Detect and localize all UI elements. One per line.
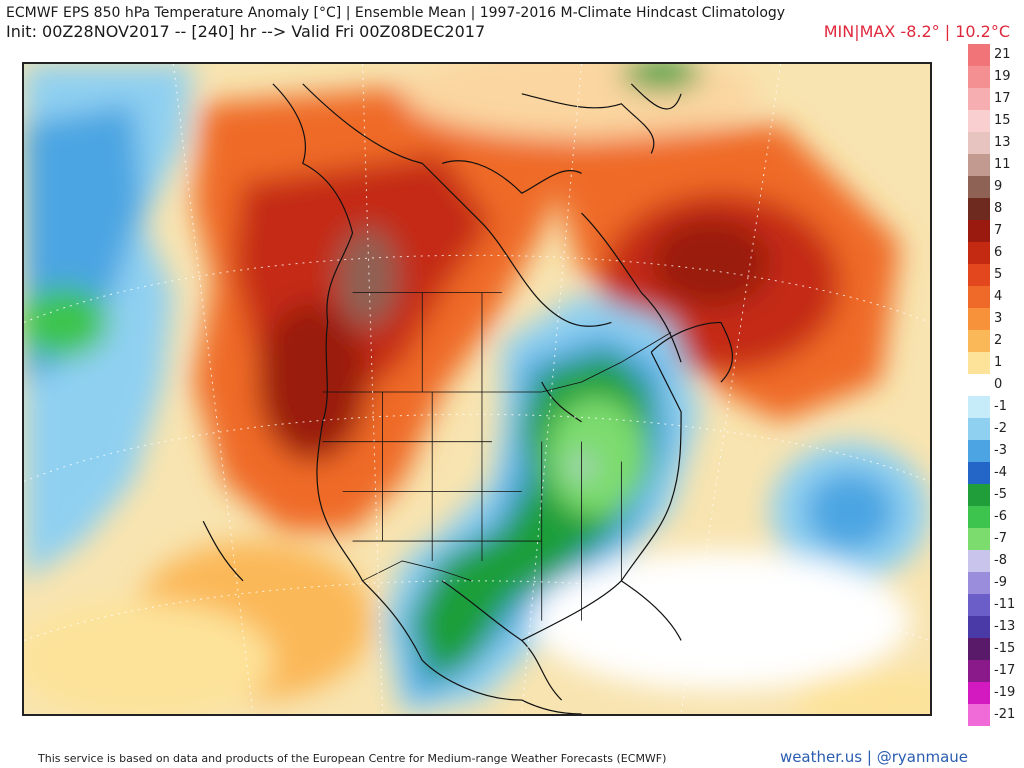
legend-swatch bbox=[968, 264, 990, 286]
coastlines bbox=[202, 83, 733, 714]
legend-label: -4 bbox=[994, 465, 1007, 480]
legend-swatch bbox=[968, 550, 990, 572]
ecmwf-credit: This service is based on data and produc… bbox=[38, 752, 667, 765]
legend-label: 15 bbox=[994, 113, 1011, 128]
legend-label: -21 bbox=[994, 707, 1016, 722]
legend-swatch bbox=[968, 396, 990, 418]
legend-label: 19 bbox=[994, 69, 1011, 84]
legend-swatch bbox=[968, 330, 990, 352]
legend-label: 17 bbox=[994, 91, 1011, 106]
legend-swatch bbox=[968, 198, 990, 220]
political-borders bbox=[322, 292, 672, 621]
legend-swatch bbox=[968, 88, 990, 110]
legend-label: 3 bbox=[994, 311, 1003, 326]
legend-swatch bbox=[968, 484, 990, 506]
init-valid-line: Init: 00Z28NOV2017 -- [240] hr --> Valid… bbox=[6, 22, 486, 41]
legend-label: -9 bbox=[994, 575, 1007, 590]
legend-swatch bbox=[968, 308, 990, 330]
legend-label: -8 bbox=[994, 553, 1007, 568]
anomaly-field bbox=[24, 64, 930, 714]
brand-link[interactable]: weather.us | @ryanmaue bbox=[779, 748, 968, 766]
legend-label: 6 bbox=[994, 245, 1003, 260]
legend-label: 11 bbox=[994, 157, 1011, 172]
legend-label: 13 bbox=[994, 135, 1011, 150]
legend-swatch bbox=[968, 638, 990, 660]
lat-lon-grid bbox=[24, 64, 930, 714]
min-max-readout: MIN|MAX -8.2° | 10.2°C bbox=[823, 22, 1010, 41]
legend-swatch bbox=[968, 110, 990, 132]
legend-label: -17 bbox=[994, 663, 1016, 678]
legend-label: -7 bbox=[994, 531, 1007, 546]
legend-label: -19 bbox=[994, 685, 1016, 700]
color-scale-labels: 21 19 17 15 13 11 9 8 7 6 5 4 3 2 1 0 -1 -2 -3 -4 -5 -6 -7 -8 -9… bbox=[994, 44, 1022, 724]
legend-swatch bbox=[968, 528, 990, 550]
map-title: ECMWF EPS 850 hPa Temperature Anomaly [°… bbox=[6, 5, 786, 21]
legend-label: -1 bbox=[994, 399, 1007, 414]
legend-swatch bbox=[968, 660, 990, 682]
legend-label: -11 bbox=[994, 597, 1016, 612]
legend-swatch bbox=[968, 220, 990, 242]
legend-label: 7 bbox=[994, 223, 1003, 238]
legend-label: -13 bbox=[994, 619, 1016, 634]
legend-swatch bbox=[968, 682, 990, 704]
temperature-anomaly-map bbox=[22, 62, 932, 716]
legend-swatch bbox=[968, 352, 990, 374]
color-scale-legend bbox=[968, 44, 990, 726]
legend-label: 9 bbox=[994, 179, 1003, 194]
legend-swatch bbox=[968, 66, 990, 88]
legend-swatch bbox=[968, 616, 990, 638]
legend-label: -5 bbox=[994, 487, 1007, 502]
legend-swatch bbox=[968, 704, 990, 726]
legend-label: 4 bbox=[994, 289, 1003, 304]
legend-label: 1 bbox=[994, 355, 1003, 370]
legend-swatch bbox=[968, 286, 990, 308]
legend-swatch bbox=[968, 462, 990, 484]
legend-label: -6 bbox=[994, 509, 1007, 524]
legend-swatch bbox=[968, 374, 990, 396]
legend-swatch bbox=[968, 242, 990, 264]
legend-label: -2 bbox=[994, 421, 1007, 436]
legend-swatch bbox=[968, 132, 990, 154]
legend-label: -3 bbox=[994, 443, 1007, 458]
legend-label: 0 bbox=[994, 377, 1003, 392]
legend-label: 2 bbox=[994, 333, 1003, 348]
legend-swatch bbox=[968, 418, 990, 440]
legend-swatch bbox=[968, 572, 990, 594]
legend-swatch bbox=[968, 594, 990, 616]
legend-swatch bbox=[968, 440, 990, 462]
legend-label: 21 bbox=[994, 47, 1011, 62]
legend-swatch bbox=[968, 44, 990, 66]
legend-label: 8 bbox=[994, 201, 1003, 216]
legend-swatch bbox=[968, 154, 990, 176]
map-graphic bbox=[24, 64, 930, 714]
legend-label: -15 bbox=[994, 641, 1016, 656]
legend-swatch bbox=[968, 506, 990, 528]
legend-swatch bbox=[968, 176, 990, 198]
legend-label: 5 bbox=[994, 267, 1003, 282]
